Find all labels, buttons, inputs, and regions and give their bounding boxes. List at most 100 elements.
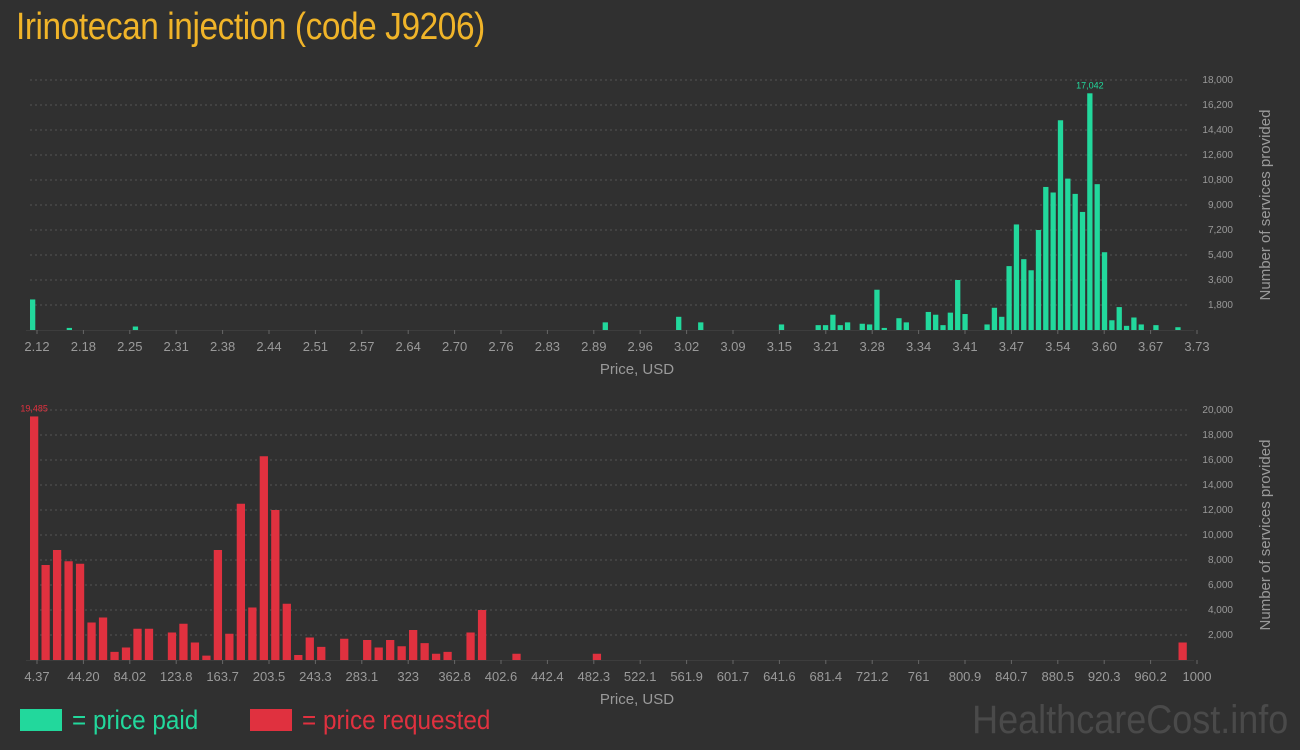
y-tick-label: 3,600 [1208,275,1233,286]
bar [1123,325,1130,330]
x-tick-label: 2.18 [71,339,96,354]
x-axis-title: Price, USD [600,361,674,378]
x-tick-label: 44.20 [67,669,100,684]
y-tick-label: 12,000 [1202,505,1233,516]
bar [1087,93,1093,330]
x-tick-label: 2.57 [349,339,374,354]
bar [896,318,902,330]
y-tick-label: 18,000 [1202,430,1233,441]
bar [132,326,139,330]
y-tick-label: 14,000 [1202,480,1233,491]
bar [363,640,372,660]
bar [167,632,177,660]
x-tick-label: 323 [397,669,419,684]
price-paid-chart: 1,800 3,600 5,400 7,200 9,000 10,800 12,600 14,… [24,75,1274,378]
bar [397,646,406,660]
bar [259,456,268,660]
bar [248,607,257,660]
bar [305,637,314,660]
x-tick-label: 243.3 [299,669,332,684]
y-tick-label: 18,000 [1202,75,1233,86]
x-tick-label: 3.15 [767,339,792,354]
x-tick-label: 3.73 [1184,339,1209,354]
legend-requested-swatch [250,709,292,731]
x-tick-label: 123.8 [160,669,193,684]
x-tick-label: 362.8 [438,669,471,684]
bar [933,314,939,330]
x-tick-label: 442.4 [531,669,564,684]
bar [121,647,131,660]
y-tick-label: 5,400 [1208,250,1233,261]
bar [374,647,383,660]
price-requested-chart: 2,000 4,000 6,000 8,000 10,000 12,000 14,000 16… [20,403,1274,708]
x-tick-label: 960.2 [1134,669,1167,684]
x-tick-label: 2.70 [442,339,467,354]
x-tick-label: 2.83 [535,339,560,354]
x-tick-label: 920.3 [1088,669,1121,684]
bar [947,312,954,330]
bar [30,299,36,330]
bar [592,653,602,660]
bar [282,603,291,660]
bar [1138,324,1144,330]
y-tick-label: 16,200 [1202,100,1233,111]
y-tick-label: 9,000 [1208,200,1233,211]
y-tick-label: 7,200 [1208,225,1233,236]
x-tick-label: 4.37 [24,669,49,684]
y-tick-label: 1,800 [1208,300,1233,311]
x-tick-label: 3.34 [906,339,931,354]
y-tick-label: 10,800 [1202,175,1233,186]
legend-paid-label: = price paid [72,704,199,735]
bar [837,325,843,330]
x-tick-label: 283.1 [346,669,379,684]
bar [1079,211,1086,330]
x-tick-label: 1000 [1183,669,1212,684]
legend-requested-label: = price requested [302,704,491,735]
bar [66,327,72,330]
bar [202,655,211,660]
max-value-label: 17,042 [1076,80,1104,90]
bar [409,630,418,660]
legend-price-requested: = price requested [250,702,511,738]
bar [144,628,154,660]
page-title: Irinotecan injection (code J9206) [16,6,485,48]
y-tick-label: 12,600 [1202,150,1233,161]
bar [955,280,961,330]
x-tick-label: 641.6 [763,669,796,684]
x-tick-label: 2.51 [303,339,328,354]
y-tick-label: 16,000 [1202,455,1233,466]
x-tick-label: 3.21 [813,339,838,354]
bar [133,628,142,660]
x-tick-label: 681.4 [810,669,843,684]
bar [1072,193,1078,330]
x-tick-label: 84.02 [114,669,147,684]
x-tick-label: 3.41 [952,339,977,354]
bar [64,561,73,660]
bar [52,550,62,660]
bar [179,623,188,660]
x-tick-label: 561.9 [670,669,703,684]
bar [676,316,682,330]
x-tick-label: 721.2 [856,669,889,684]
bar [778,324,785,330]
x-tick-label: 880.5 [1042,669,1075,684]
y-tick-label: 10,000 [1202,530,1233,541]
x-tick-label: 3.09 [720,339,745,354]
bar [477,610,487,660]
bar [294,655,303,660]
x-tick-label: 402.6 [485,669,518,684]
bar [1065,178,1071,330]
bar [874,289,880,330]
y-tick-label: 20,000 [1202,405,1233,416]
bar [75,563,85,660]
y-tick-label: 6,000 [1208,580,1233,591]
y-axis-title: Number of services provided [1257,110,1274,301]
bar [271,510,280,660]
bar [110,651,119,660]
bar [1109,320,1115,330]
x-tick-label: 2.76 [488,339,513,354]
bar [1175,327,1181,330]
bar [1178,642,1187,660]
legend-price-paid: = price paid [20,702,212,738]
x-tick-label: 761 [908,669,930,684]
